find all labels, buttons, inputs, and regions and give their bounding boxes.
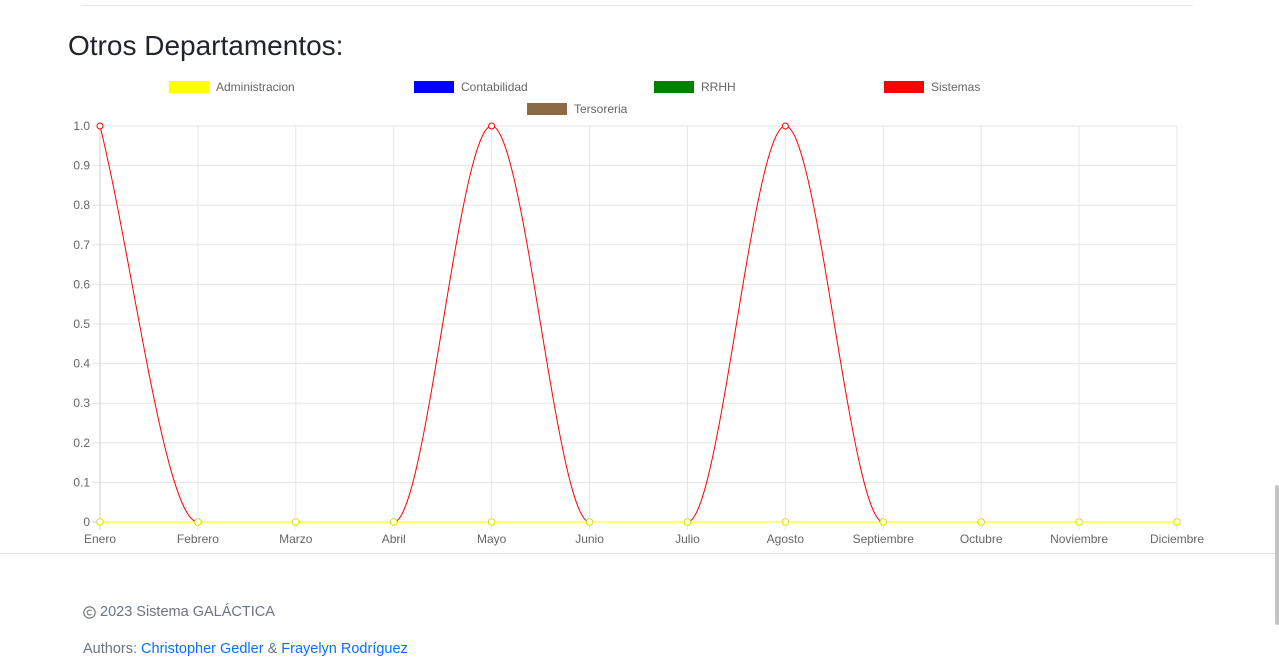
x-tick-label: Diciembre bbox=[1150, 532, 1204, 546]
legend-swatch-rrhh bbox=[654, 81, 694, 93]
page-scrollbar[interactable] bbox=[1275, 485, 1279, 625]
authors-separator: & bbox=[267, 641, 278, 657]
y-tick-label: 0.2 bbox=[73, 436, 90, 450]
data-point-sistemas bbox=[781, 122, 789, 130]
data-point-administracion bbox=[1173, 518, 1181, 526]
data-point-administracion bbox=[879, 518, 887, 526]
data-point-administracion bbox=[977, 518, 985, 526]
authors-label: Authors: bbox=[83, 641, 137, 657]
legend-swatch-tersoreria bbox=[527, 103, 567, 115]
copyright-text: 2023 Sistema GALÁCTICA bbox=[100, 604, 275, 620]
data-point-administracion bbox=[96, 518, 104, 526]
departments-line-chart: 1.0 0.9 0.8 0.7 0.6 0.5 0.4 0.3 0.2 0.1 0 Enero Febr… bbox=[73, 80, 1204, 546]
page-title: Otros Departamentos: bbox=[68, 30, 344, 61]
legend-label-contabilidad: Contabilidad bbox=[461, 80, 528, 94]
data-point-sistemas bbox=[488, 122, 496, 130]
x-tick-label: Mayo bbox=[477, 532, 507, 546]
legend-label-tersoreria: Tersoreria bbox=[574, 102, 628, 116]
authors-line: Authors: Christopher Gedler & Frayelyn R… bbox=[83, 641, 408, 657]
y-tick-label: 0.3 bbox=[73, 396, 90, 410]
x-tick-label: Febrero bbox=[177, 532, 219, 546]
y-tick-label: 0.8 bbox=[73, 198, 90, 212]
legend-swatch-sistemas bbox=[884, 81, 924, 93]
y-tick-label: 0 bbox=[83, 515, 90, 529]
data-point-administracion bbox=[194, 518, 202, 526]
copyright-icon bbox=[83, 605, 96, 619]
copyright: 2023 Sistema GALÁCTICA bbox=[83, 604, 275, 620]
y-tick-label: 0.5 bbox=[73, 317, 90, 331]
data-point-administracion bbox=[683, 518, 691, 526]
legend-label-administracion: Administracion bbox=[216, 80, 295, 94]
legend-label-rrhh: RRHH bbox=[701, 80, 736, 94]
data-point-administracion bbox=[781, 518, 789, 526]
footer-divider bbox=[0, 553, 1279, 554]
x-tick-label: Julio bbox=[675, 532, 700, 546]
x-tick-label: Octubre bbox=[960, 532, 1003, 546]
legend-label-sistemas: Sistemas bbox=[931, 80, 980, 94]
y-tick-label: 0.4 bbox=[73, 357, 90, 371]
x-tick-label: Enero bbox=[84, 532, 116, 546]
x-tick-label: Septiembre bbox=[853, 532, 915, 546]
x-tick-label: Junio bbox=[575, 532, 604, 546]
data-point-administracion bbox=[1075, 518, 1083, 526]
data-point-sistemas bbox=[96, 122, 104, 130]
data-point-administracion bbox=[488, 518, 496, 526]
y-tick-label: 0.6 bbox=[73, 277, 90, 291]
x-tick-label: Noviembre bbox=[1050, 532, 1108, 546]
y-tick-label: 0.7 bbox=[73, 238, 90, 252]
y-tick-label: 0.9 bbox=[73, 159, 90, 173]
author-link-christopher[interactable]: Christopher Gedler bbox=[141, 641, 264, 657]
x-tick-label: Agosto bbox=[767, 532, 805, 546]
data-point-administracion bbox=[390, 518, 398, 526]
x-tick-label: Marzo bbox=[279, 532, 313, 546]
author-link-frayelyn[interactable]: Frayelyn Rodríguez bbox=[281, 641, 408, 657]
data-point-administracion bbox=[586, 518, 594, 526]
legend-swatch-contabilidad bbox=[414, 81, 454, 93]
top-divider bbox=[82, 5, 1193, 6]
data-point-administracion bbox=[292, 518, 300, 526]
y-tick-label: 1.0 bbox=[73, 119, 90, 133]
y-tick-label: 0.1 bbox=[73, 475, 90, 489]
x-tick-label: Abril bbox=[382, 532, 406, 546]
legend-swatch-administracion bbox=[169, 81, 209, 93]
